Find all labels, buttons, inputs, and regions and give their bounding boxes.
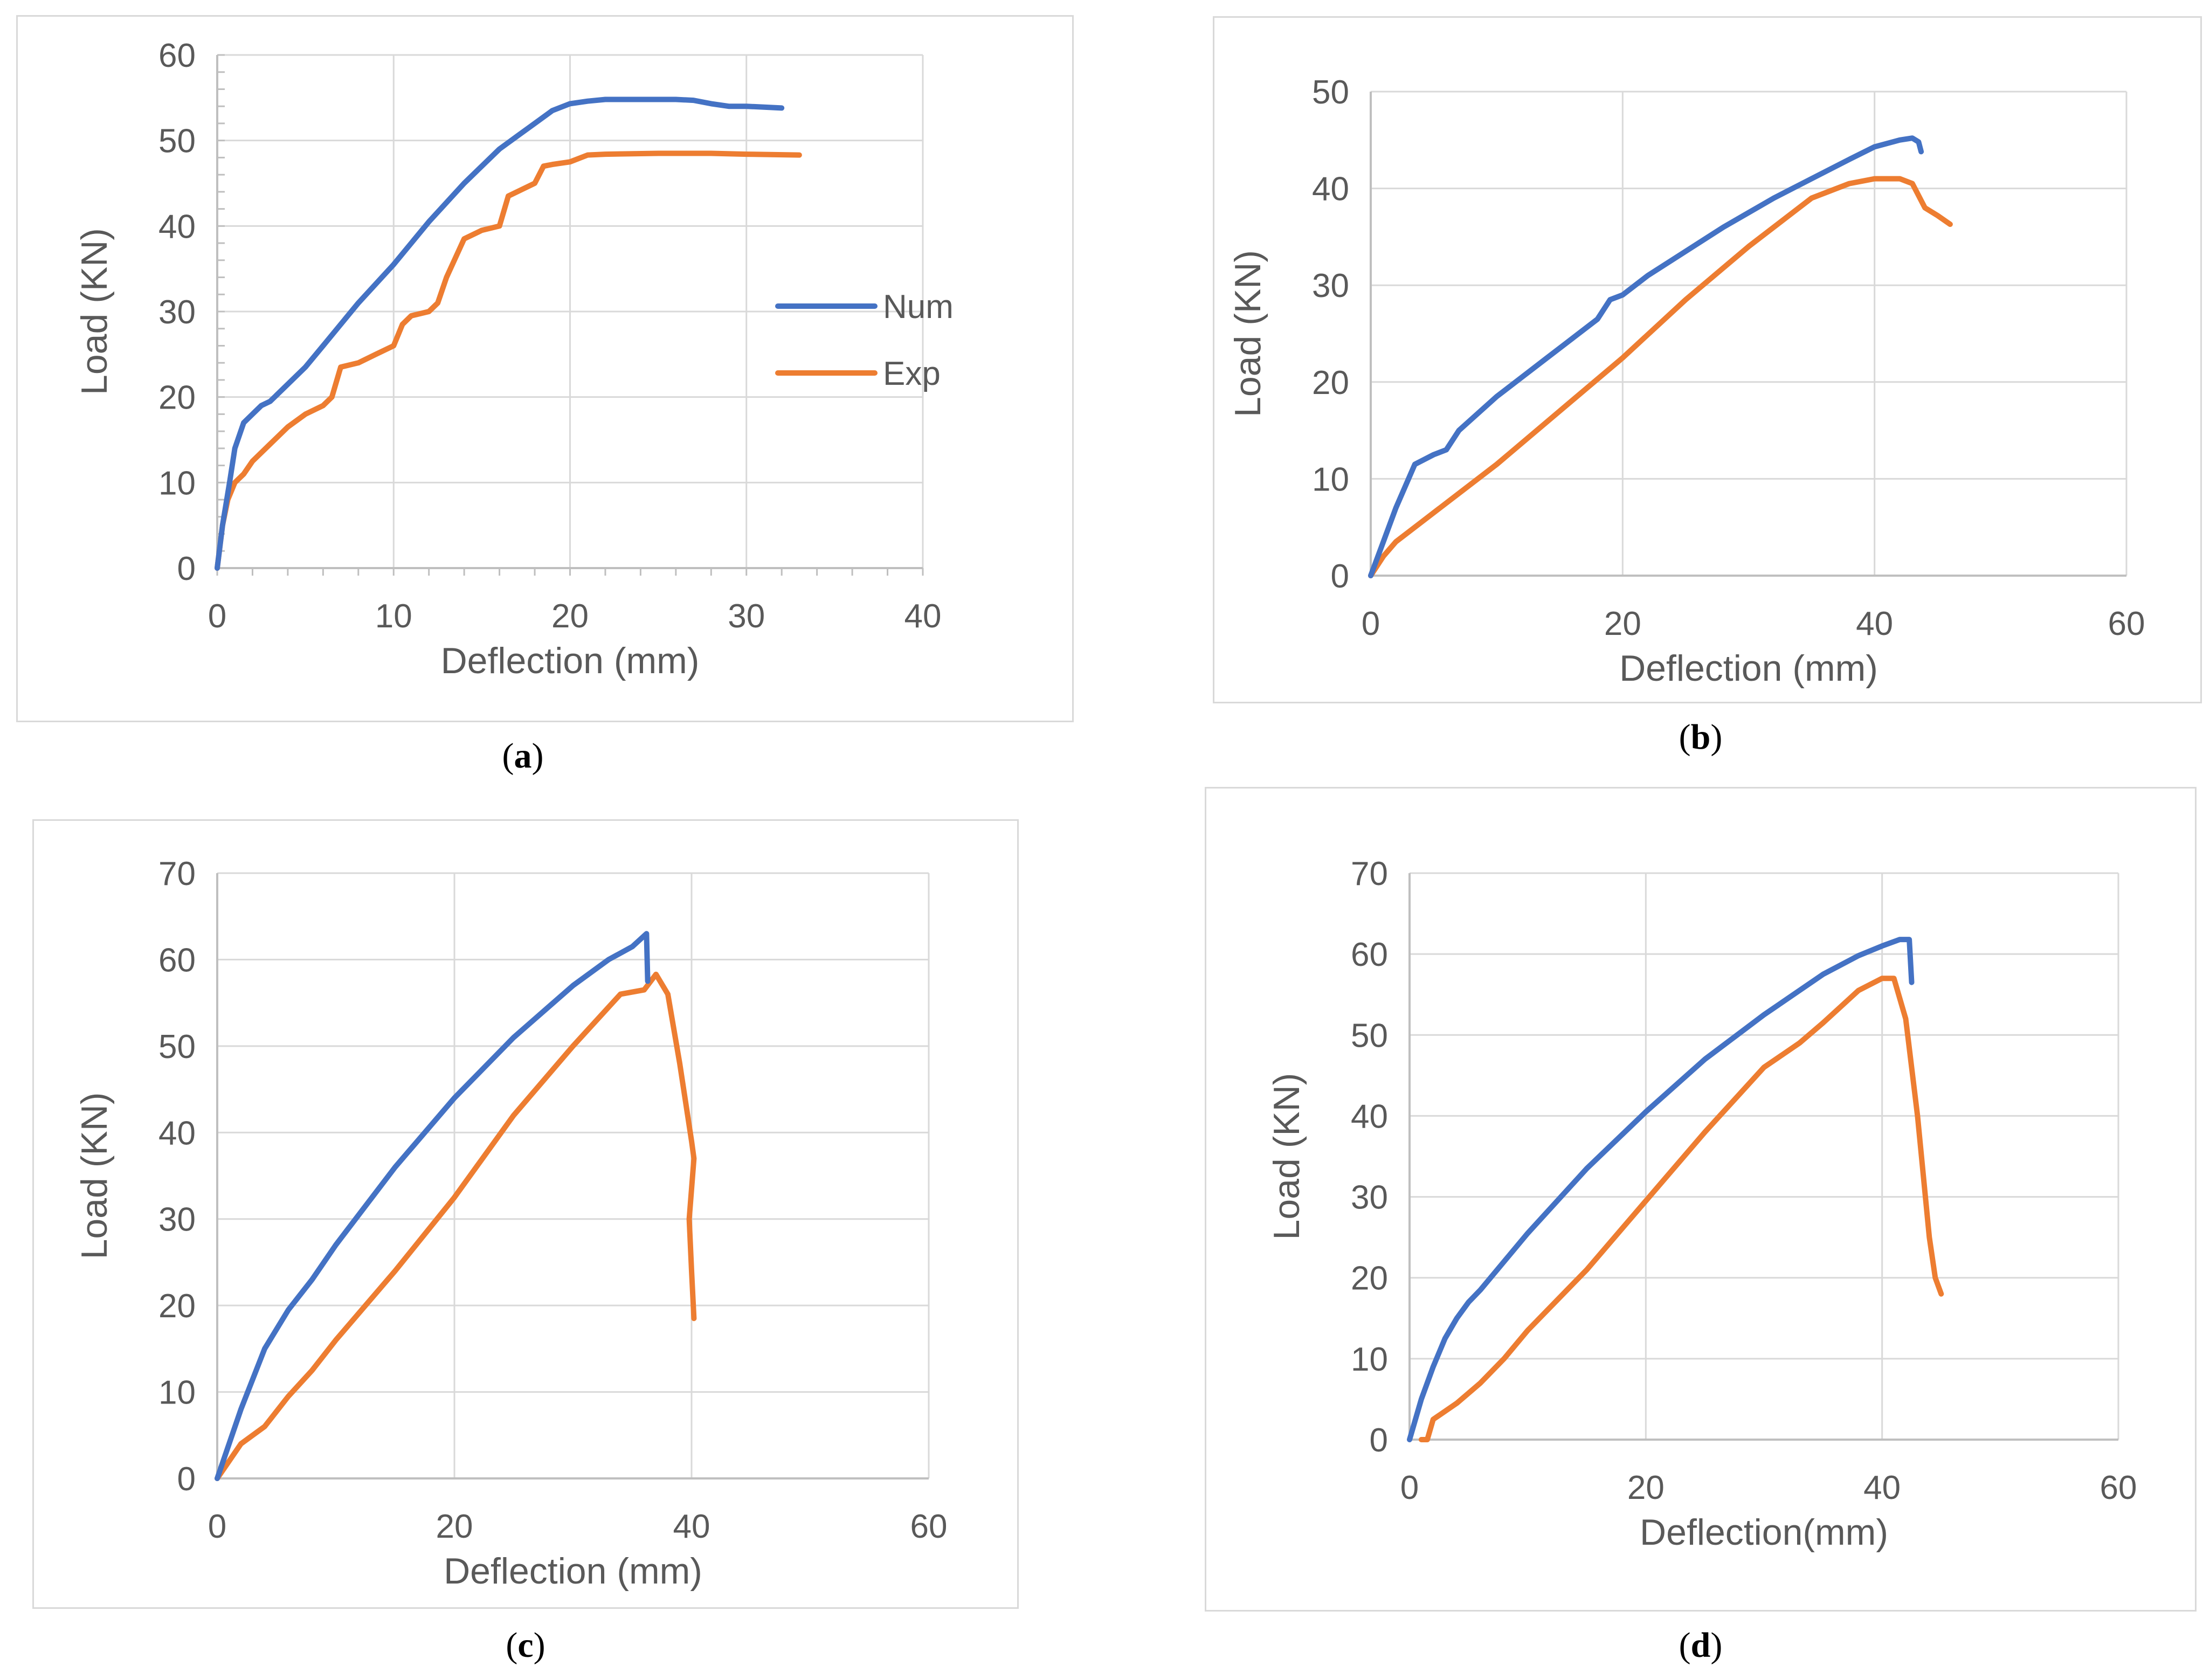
y-tick-label: 60 [158,942,196,979]
y-axis-title: Load (KN) [1266,1073,1307,1240]
x-axis-title: Deflection (mm) [444,1551,702,1592]
series-line-exp [1368,176,1953,578]
x-tick-label: 60 [910,1508,948,1545]
y-tick-label: 0 [177,550,196,587]
legend-label-num: Num [883,288,954,326]
y-tick-label: 30 [158,1201,196,1239]
series-line-exp [1418,976,1944,1442]
y-axis-title: Load (KN) [1227,250,1268,417]
y-tick-label: 50 [1312,74,1349,111]
series-line-exp [215,150,802,571]
y-tick-label: 10 [158,1374,196,1412]
x-tick-label: 0 [208,598,226,635]
x-tick-label: 60 [2100,1469,2137,1506]
y-tick-label: 30 [158,294,196,331]
panel-label-a: (a) [502,736,544,776]
chart-frame-d [1205,787,2197,1612]
y-tick-label: 20 [1312,364,1349,402]
y-tick-label: 70 [1351,855,1388,893]
series-line-num [1407,937,1915,1442]
y-tick-label: 60 [1351,936,1388,973]
y-tick-label: 50 [158,1028,196,1066]
chart-d: 0 10 20 30 40 50 60 70 0 20 40 60 Deflection(mm) Load… [1266,855,2137,1553]
x-axis-title: Deflection(mm) [1640,1512,1888,1553]
y-tick-label: 20 [158,1288,196,1325]
y-tick-label: 10 [1312,461,1349,498]
x-tick-label: 40 [1863,1469,1901,1506]
chart-c: 0 10 20 30 40 50 60 70 0 20 40 60 Deflection (mm) Loa… [74,855,948,1592]
chart-frame-b [1213,16,2202,703]
y-tick-label: 40 [158,1115,196,1152]
x-tick-label: 0 [1362,605,1380,642]
y-tick-label: 30 [1351,1179,1388,1216]
panel-label-c: (c) [506,1626,545,1665]
series-line-num [1368,135,1924,578]
x-axis-title: Deflection (mm) [1619,648,1878,689]
y-tick-label: 0 [1370,1422,1388,1459]
y-tick-label: 10 [158,465,196,502]
x-tick-label: 20 [1627,1469,1665,1506]
y-tick-label: 10 [1351,1341,1388,1378]
y-tick-label: 50 [1351,1017,1388,1054]
y-tick-label: 20 [1351,1260,1388,1297]
legend-label-exp: Exp [883,355,941,392]
y-tick-label: 20 [158,379,196,417]
y-tick-label: 0 [1331,558,1349,595]
x-tick-label: 20 [1604,605,1641,642]
x-tick-label: 40 [1856,605,1893,642]
y-tick-label: 30 [1312,267,1349,305]
x-tick-label: 20 [551,598,589,635]
series-line-num [215,931,651,1481]
y-tick-label: 40 [1351,1098,1388,1135]
chart-b: 0 10 20 30 40 50 0 20 40 60 Deflection (mm) Load (K… [1227,74,2145,689]
x-tick-label: 10 [375,598,412,635]
chart-frame-c [32,819,1019,1609]
y-tick-label: 60 [158,37,196,74]
x-tick-label: 40 [673,1508,710,1545]
y-tick-label: 0 [177,1461,196,1498]
x-tick-label: 0 [208,1508,226,1545]
chart-frame-a [16,15,1074,722]
series-line-num [215,96,785,571]
x-tick-label: 40 [904,598,942,635]
x-tick-label: 0 [1400,1469,1419,1506]
y-tick-label: 50 [158,123,196,160]
series-line-exp [215,971,697,1481]
x-tick-label: 20 [436,1508,473,1545]
y-tick-label: 40 [1312,171,1349,208]
x-tick-label: 30 [728,598,765,635]
x-tick-label: 60 [2108,605,2145,642]
y-tick-label: 40 [158,208,196,245]
panel-label-d: (d) [1679,1626,1723,1665]
chart-a: 0 10 20 30 40 50 60 0 10 20 30 40 Deflection (mm) Loa… [74,37,954,681]
y-tick-label: 70 [158,855,196,893]
y-axis-title: Load (KN) [74,1093,115,1260]
x-axis-title: Deflection (mm) [441,640,700,681]
y-axis-title: Load (KN) [74,228,115,395]
panel-label-b: (b) [1679,717,1723,757]
